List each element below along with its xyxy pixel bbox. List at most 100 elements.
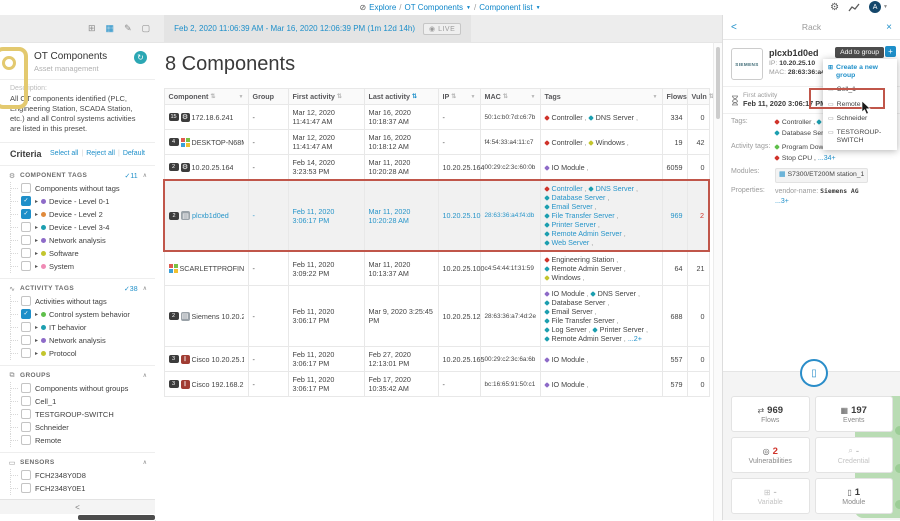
time-range[interactable]: Feb 2, 2020 11:06:39 AM - Mar 16, 2020 1…	[164, 15, 472, 42]
component-name[interactable]: plcxb1d0ed	[192, 211, 229, 220]
breadcrumb-view[interactable]: Component list	[479, 3, 533, 12]
vuln-cell[interactable]: 2	[686, 179, 710, 252]
avatar[interactable]: A	[869, 1, 882, 13]
expand-arrow-icon[interactable]: ▸	[35, 224, 39, 231]
scrollbar-thumb[interactable]	[716, 47, 720, 119]
checkbox[interactable]	[21, 322, 31, 332]
expand-arrow-icon[interactable]: ▸	[35, 237, 39, 244]
chart-icon[interactable]	[848, 2, 860, 13]
checkbox[interactable]	[21, 422, 31, 432]
menu-item-create-a-new-group[interactable]: ⊞ Create a new group	[823, 61, 897, 83]
filter-item[interactable]: Cell_1	[10, 394, 155, 408]
column-header-last-activity[interactable]: Last activity ⇅	[363, 88, 439, 105]
menu-item-schneider[interactable]: ▭ Schneider	[823, 112, 897, 126]
chevron-down-icon[interactable]: ▼	[535, 4, 541, 11]
checkbox[interactable]	[21, 222, 31, 232]
component-name[interactable]: 10.20.25.164	[191, 162, 234, 172]
flows-cell[interactable]: 688	[661, 285, 688, 347]
section-header-sensors[interactable]: ▭ SENSORS ∧	[0, 457, 155, 469]
component-cell[interactable]: 4 DESKTOP-N68ME37	[163, 129, 249, 155]
reject-all-link[interactable]: Reject all	[86, 150, 115, 157]
expand-arrow-icon[interactable]: ▸	[35, 211, 39, 218]
sort-icon[interactable]: ⇅	[412, 94, 418, 100]
section-header-groups[interactable]: ⧉ GROUPS ∧	[0, 370, 155, 382]
checkbox[interactable]	[21, 483, 31, 493]
filter-icon[interactable]: ▼	[530, 93, 536, 100]
table-row[interactable]: 2 ▤ plcxb1d0ed - Feb 11, 2020 3:06:17 PM Mar …	[163, 179, 710, 252]
filter-item[interactable]: Schneider	[10, 420, 155, 434]
component-cell[interactable]: SCARLETTPROFINE	[163, 250, 249, 286]
module-chip[interactable]: ▦ S7300/ET200M station_1	[775, 168, 869, 183]
checkbox[interactable]	[21, 470, 31, 480]
add-to-group-icon[interactable]: +	[885, 46, 896, 57]
component-name[interactable]: 172.18.6.241	[191, 112, 234, 122]
column-header-ip[interactable]: IP ⇅ ▼	[437, 88, 481, 105]
sort-icon[interactable]: ⇅	[708, 94, 714, 100]
checkbox[interactable]	[21, 296, 31, 306]
table-row[interactable]: 15 ⚙ 172.18.6.241- Mar 12, 2020 11:41:47 AM…	[163, 104, 710, 130]
table-row[interactable]: 3∥Cisco 192.168.2.17-Feb 11, 2020 3:06:1…	[163, 371, 710, 397]
filter-icon[interactable]: ▼	[238, 93, 244, 100]
checkbox[interactable]	[21, 183, 31, 193]
filter-icon[interactable]: ▼	[652, 93, 658, 100]
chevron-up-icon[interactable]: ∧	[142, 460, 147, 466]
filter-item[interactable]: Remote	[10, 433, 155, 447]
live-button[interactable]: ◉ LIVE	[423, 22, 462, 35]
expand-arrow-icon[interactable]: ▸	[35, 324, 39, 331]
chevron-down-icon[interactable]: ▼	[466, 4, 471, 11]
table-row[interactable]: SCARLETTPROFINE - Feb 11, 2020 3:09:22 PM M…	[163, 250, 710, 286]
default-link[interactable]: Default	[122, 150, 145, 157]
filter-item[interactable]: ▸ Network analysis	[10, 333, 155, 347]
filter-item[interactable]: FCH2348Y0E1	[10, 481, 155, 495]
column-header-mac[interactable]: MAC ⇅ ▼	[479, 88, 541, 105]
tile-vulnerabilities[interactable]: ◎ 2 Vulnerabilities	[731, 437, 810, 473]
filter-item[interactable]: ✓ ▸ Device - Level 2	[10, 207, 155, 221]
filter-item[interactable]: ▸ Software	[10, 246, 155, 260]
tile-credential[interactable]: ⌕ - Credential	[814, 437, 893, 473]
filter-item[interactable]: ✓ ▸ Control system behavior	[10, 307, 155, 321]
stop-icon[interactable]: ▢	[141, 23, 151, 33]
column-header-first-activity[interactable]: First activity ⇅	[287, 88, 365, 105]
component-name[interactable]: Cisco 192.168.2.17	[191, 379, 244, 389]
component-name[interactable]: SCARLETTPROFINE	[179, 264, 244, 273]
vuln-cell[interactable]: 42	[686, 129, 710, 155]
expand-arrow-icon[interactable]: ▸	[35, 263, 39, 270]
checkbox[interactable]	[21, 335, 31, 345]
component-name[interactable]: DESKTOP-N68ME37	[191, 137, 244, 147]
select-all-link[interactable]: Select all	[49, 150, 79, 157]
expand-arrow-icon[interactable]: ▸	[35, 250, 39, 257]
chevron-up-icon[interactable]: ∧	[142, 286, 147, 292]
tile-module[interactable]: ▯ 1 Module	[814, 478, 893, 514]
sort-icon[interactable]: ⇅	[336, 94, 342, 100]
properties-more-link[interactable]: ...3+	[775, 198, 789, 205]
chevron-up-icon[interactable]: ∧	[142, 173, 147, 179]
flows-cell[interactable]: 969	[661, 179, 688, 252]
checkbox[interactable]	[21, 383, 31, 393]
column-header-tags[interactable]: Tags ▼	[539, 88, 663, 105]
flows-cell[interactable]: 6059	[661, 154, 688, 181]
checkbox[interactable]: ✓	[21, 196, 31, 206]
filter-item[interactable]: FCH2348Y0D8	[10, 468, 155, 482]
tile-variable[interactable]: ⊞ - Variable	[731, 478, 810, 514]
flows-cell[interactable]: 64	[661, 250, 688, 286]
filter-item[interactable]: TESTGROUP-SWITCH	[10, 407, 155, 421]
filter-item[interactable]: Components without groups	[10, 381, 155, 395]
checkbox[interactable]	[21, 396, 31, 406]
expand-arrow-icon[interactable]: ▸	[35, 350, 39, 357]
expand-arrow-icon[interactable]: ▸	[35, 337, 39, 344]
sort-icon[interactable]: ⇅	[502, 94, 508, 100]
filter-item[interactable]: ▸ System	[10, 259, 155, 273]
expand-arrow-icon[interactable]: ▸	[35, 198, 39, 205]
component-cell[interactable]: 2 ⚙ 10.20.25.164	[163, 154, 249, 181]
filter-item[interactable]: Activities without tags	[10, 294, 155, 308]
filter-item[interactable]: Components without tags	[10, 181, 155, 195]
panel-close-icon[interactable]: ×	[886, 21, 892, 33]
table-row[interactable]: 2▤Siemens 10.20.25.12-Feb 11, 2020 3:06:…	[163, 285, 710, 347]
checkbox[interactable]	[21, 235, 31, 245]
preset-refresh-icon[interactable]: ↻	[134, 51, 147, 64]
checkbox[interactable]	[21, 435, 31, 445]
calendar-icon[interactable]: ▦	[105, 23, 115, 33]
component-name[interactable]: Siemens 10.20.25.12	[191, 311, 244, 321]
checkbox[interactable]	[21, 261, 31, 271]
